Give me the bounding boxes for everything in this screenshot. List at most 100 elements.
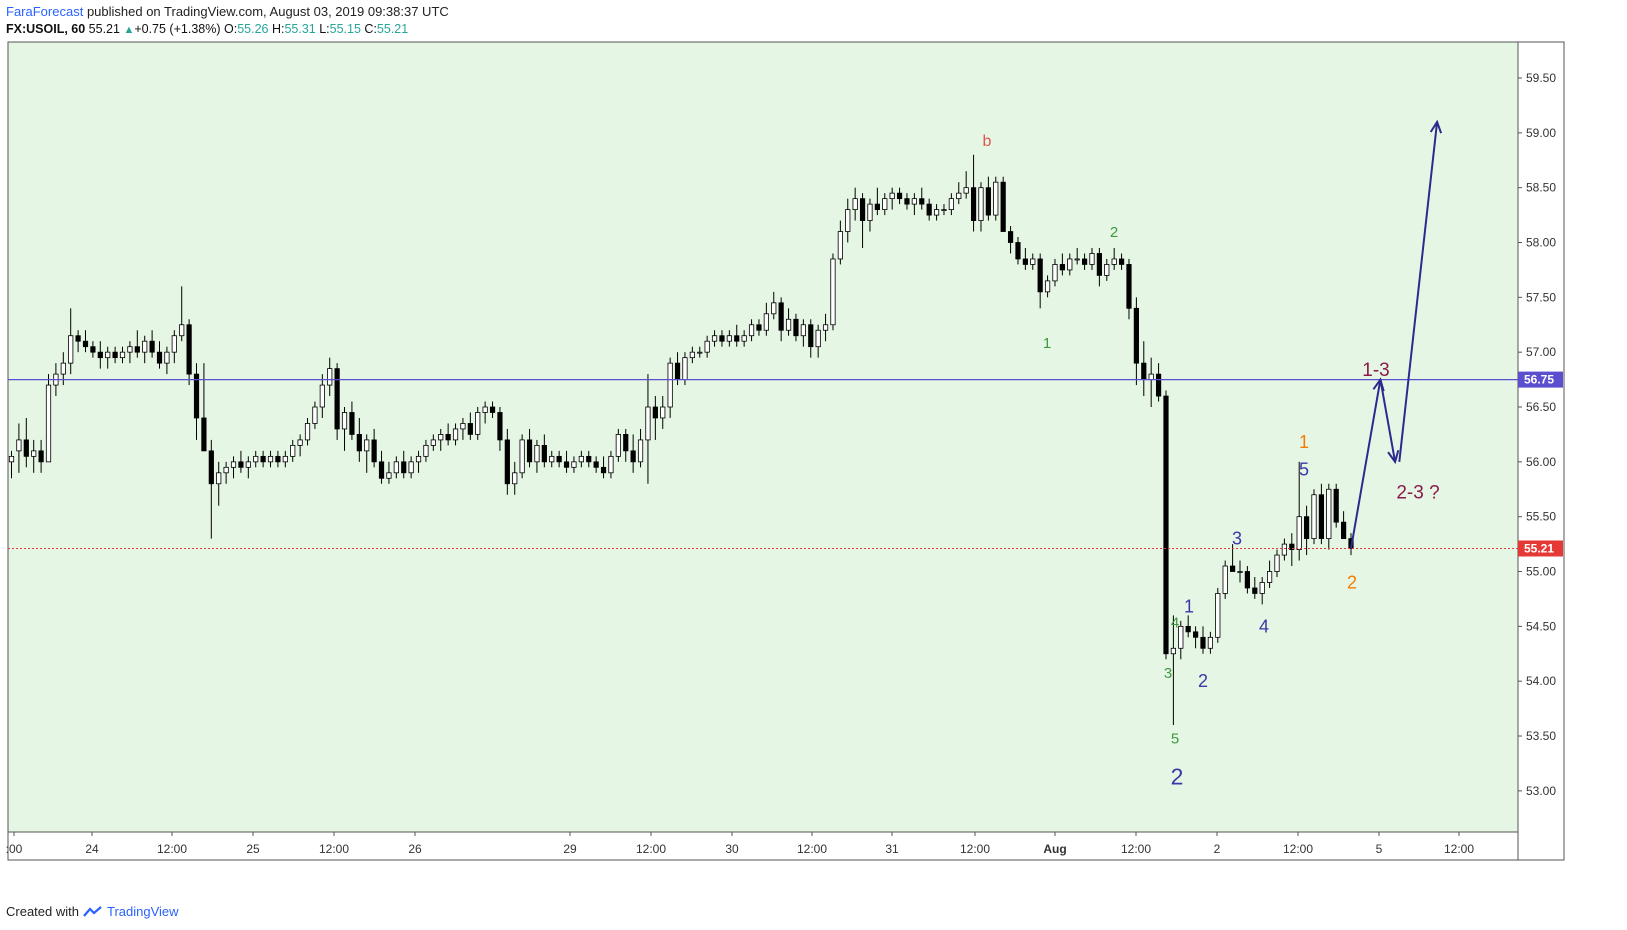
candle-body[interactable] [245, 461, 251, 468]
candle-body[interactable] [408, 461, 414, 474]
candle-body[interactable] [1118, 258, 1125, 265]
candle-body[interactable] [267, 455, 274, 463]
candle-body[interactable] [1081, 258, 1088, 265]
candle-body[interactable] [785, 318, 792, 331]
candle-body[interactable] [963, 187, 969, 194]
candle-body[interactable] [275, 455, 281, 463]
candle-body[interactable] [1326, 488, 1332, 540]
candle-body[interactable] [156, 351, 163, 364]
candle-body[interactable] [689, 351, 695, 359]
candle-body[interactable] [1126, 264, 1132, 309]
candle-body[interactable] [845, 209, 851, 232]
candle-body[interactable] [415, 455, 422, 463]
candle-body[interactable] [430, 439, 436, 446]
candle-body[interactable] [82, 340, 89, 348]
candle-body[interactable] [778, 302, 784, 331]
candle-body[interactable] [815, 329, 821, 348]
candle-body[interactable] [578, 455, 584, 463]
candle-body[interactable] [652, 406, 658, 419]
plot-area[interactable] [8, 42, 1518, 832]
candle-body[interactable] [216, 472, 222, 485]
candle-body[interactable] [1133, 307, 1139, 364]
candle-body[interactable] [290, 444, 296, 457]
candle-body[interactable] [475, 412, 481, 435]
candle-body[interactable] [978, 187, 984, 221]
candle-body[interactable] [423, 444, 429, 457]
candle-body[interactable] [1237, 571, 1243, 573]
candle-body[interactable] [193, 373, 200, 419]
candle-body[interactable] [660, 406, 666, 419]
candle-body[interactable] [911, 198, 917, 205]
candle-body[interactable] [985, 187, 991, 216]
candle-body[interactable] [556, 455, 562, 463]
candle-body[interactable] [586, 455, 592, 463]
candle-body[interactable] [549, 455, 555, 463]
candle-body[interactable] [1022, 258, 1028, 265]
candle-body[interactable] [386, 472, 392, 479]
candle-body[interactable] [68, 335, 74, 364]
candle-body[interactable] [1340, 521, 1347, 540]
candle-body[interactable] [941, 209, 947, 212]
candle-body[interactable] [1163, 395, 1169, 655]
candle-body[interactable] [637, 439, 644, 463]
candle-body[interactable] [623, 434, 629, 452]
candle-body[interactable] [1044, 280, 1051, 293]
candle-body[interactable] [904, 198, 910, 205]
candle-body[interactable] [119, 351, 126, 359]
candle-body[interactable] [852, 198, 858, 211]
candle-body[interactable] [1037, 258, 1043, 293]
candle-body[interactable] [593, 461, 599, 468]
candle-body[interactable] [1296, 516, 1302, 550]
candle-body[interactable] [734, 335, 740, 342]
candle-body[interactable] [1089, 253, 1095, 265]
candle-body[interactable] [497, 412, 503, 441]
candle-body[interactable] [726, 335, 732, 342]
candle-body[interactable] [371, 439, 377, 463]
candle-body[interactable] [1207, 636, 1213, 649]
candle-body[interactable] [208, 450, 214, 485]
candle-body[interactable] [445, 434, 451, 441]
candle-body[interactable] [1096, 253, 1102, 276]
candle-body[interactable] [1318, 494, 1324, 540]
candle-body[interactable] [704, 340, 710, 353]
candle-body[interactable] [1311, 494, 1317, 540]
candle-body[interactable] [748, 324, 755, 337]
candle-body[interactable] [334, 368, 340, 430]
candle-body[interactable] [970, 187, 977, 221]
candle-body[interactable] [822, 324, 829, 331]
candle-body[interactable] [1104, 264, 1110, 276]
candle-body[interactable] [763, 313, 769, 331]
candle-body[interactable] [956, 192, 962, 200]
candle-body[interactable] [75, 335, 81, 342]
candle-body[interactable] [90, 346, 96, 353]
candle-body[interactable] [16, 439, 22, 452]
candle-body[interactable] [297, 439, 303, 446]
candle-body[interactable] [238, 461, 244, 468]
candle-body[interactable] [674, 362, 681, 380]
candle-body[interactable] [534, 444, 540, 463]
author-link[interactable]: FaraForecast [6, 4, 84, 19]
candle-body[interactable] [253, 455, 259, 463]
candle-body[interactable] [615, 434, 621, 457]
candle-body[interactable] [1015, 242, 1021, 260]
candle-body[interactable] [926, 203, 932, 216]
tradingview-link[interactable]: TradingView [106, 904, 179, 919]
candle-body[interactable] [1059, 264, 1065, 271]
candle-body[interactable] [1252, 587, 1258, 594]
candle-body[interactable] [948, 198, 954, 211]
candle-body[interactable] [127, 346, 133, 353]
candle-body[interactable] [171, 335, 177, 353]
candle-body[interactable] [467, 423, 473, 435]
candle-body[interactable] [808, 324, 814, 348]
candle-body[interactable] [519, 439, 525, 474]
candle-body[interactable] [504, 439, 510, 485]
candle-body[interactable] [97, 351, 103, 359]
candle-body[interactable] [282, 455, 288, 463]
candle-body[interactable] [526, 439, 533, 463]
candle-body[interactable] [645, 406, 651, 441]
candle-body[interactable] [571, 461, 577, 468]
candle-body[interactable] [630, 450, 636, 463]
candle-body[interactable] [1333, 488, 1339, 523]
candle-body[interactable] [1215, 593, 1221, 638]
candle-body[interactable] [1111, 258, 1117, 265]
